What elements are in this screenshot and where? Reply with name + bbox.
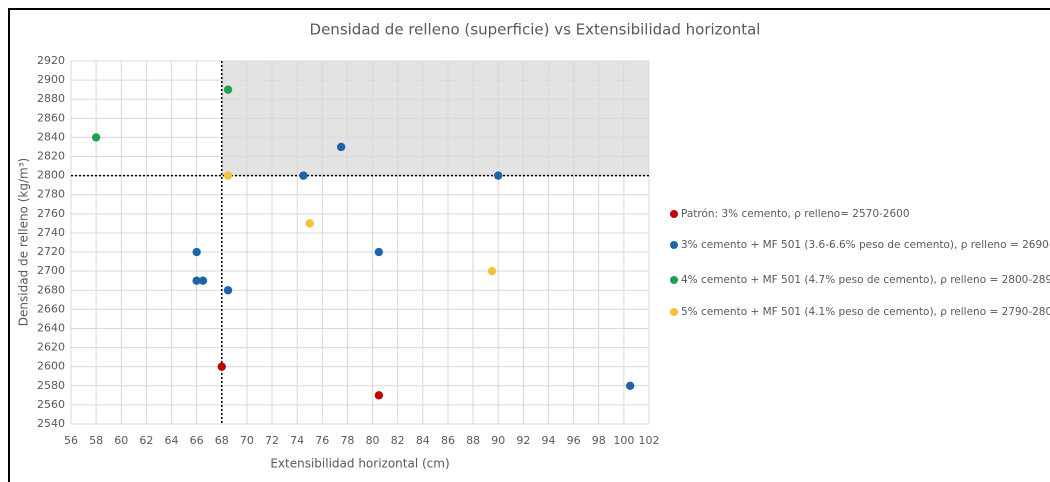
y-tick-label: 2840: [37, 130, 65, 143]
point: [223, 286, 233, 295]
y-tick-label: 2820: [37, 150, 65, 163]
x-tick-label: 64: [165, 434, 179, 447]
chart-title: Densidad de relleno (superficie) vs Exte…: [310, 21, 761, 39]
legend-marker: [670, 276, 678, 284]
point: [305, 219, 314, 228]
y-tick-label: 2800: [37, 169, 65, 182]
y-tick-label: 2680: [37, 283, 65, 296]
x-tick-label: 76: [315, 434, 329, 447]
point: [374, 391, 384, 400]
point: [192, 247, 201, 257]
x-tick-label: 102: [639, 434, 660, 447]
point: [223, 85, 233, 94]
y-tick-label: 2760: [37, 207, 65, 220]
legend-label: Patrón: 3% cemento, ρ relleno= 2570-2600: [681, 208, 910, 220]
y-axis-label: Densidad de relleno (kg/m³): [17, 158, 31, 326]
y-tick-label: 2660: [37, 302, 65, 315]
legend-marker: [670, 241, 678, 249]
point: [192, 276, 201, 285]
y-tick-label: 2640: [37, 321, 65, 334]
point: [487, 266, 497, 276]
x-tick-label: 86: [441, 434, 455, 447]
y-tick-label: 2720: [37, 245, 65, 258]
y-tick-label: 2920: [37, 54, 65, 67]
x-tick-label: 96: [567, 434, 581, 447]
y-tick-label: 2600: [37, 360, 65, 373]
x-tick-label: 98: [592, 434, 606, 447]
x-tick-label: 58: [89, 434, 103, 447]
x-tick-label: 84: [416, 434, 430, 447]
x-tick-label: 82: [391, 434, 405, 447]
x-tick-label: 90: [491, 434, 505, 447]
x-tick-label: 100: [613, 434, 634, 447]
y-tick-label: 2560: [37, 398, 65, 411]
x-tick-label: 72: [265, 434, 279, 447]
x-tick-label: 92: [516, 434, 530, 447]
y-tick-label: 2620: [37, 341, 65, 354]
x-tick-label: 56: [64, 434, 78, 447]
x-tick-label: 94: [541, 434, 555, 447]
y-tick-label: 2780: [37, 188, 65, 201]
y-tick-label: 2900: [37, 73, 65, 86]
point: [198, 276, 208, 285]
y-tick-label: 2580: [37, 379, 65, 392]
y-tick-label: 2540: [37, 417, 65, 430]
legend-label: 3% cemento + MF 501 (3.6-6.6% peso de ce…: [681, 239, 1050, 251]
x-tick-label: 60: [114, 434, 128, 447]
x-tick-label: 70: [240, 434, 254, 447]
x-tick-label: 62: [139, 434, 153, 447]
point: [494, 171, 503, 180]
legend-label: 4% cemento + MF 501 (4.7% peso de cement…: [681, 274, 1050, 286]
point: [374, 247, 384, 257]
y-tick-label: 2880: [37, 92, 65, 105]
x-tick-label: 66: [190, 434, 204, 447]
legend-label: 5% cemento + MF 501 (4.1% peso de cement…: [681, 306, 1050, 318]
point: [217, 362, 226, 371]
y-tick-label: 2700: [37, 264, 65, 277]
x-tick-label: 68: [215, 434, 229, 447]
point: [91, 133, 101, 142]
y-tick-label: 2740: [37, 226, 65, 239]
legend-marker: [670, 210, 678, 218]
legend-marker: [670, 308, 678, 316]
y-tick-label: 2860: [37, 111, 65, 124]
x-axis-label: Extensibilidad horizontal (cm): [270, 457, 449, 471]
x-tick-label: 74: [290, 434, 304, 447]
point: [299, 171, 308, 180]
point: [223, 171, 233, 180]
x-tick-label: 80: [366, 434, 380, 447]
point: [625, 381, 635, 390]
point: [336, 142, 346, 152]
x-tick-label: 88: [466, 434, 480, 447]
x-tick-label: 78: [340, 434, 354, 447]
